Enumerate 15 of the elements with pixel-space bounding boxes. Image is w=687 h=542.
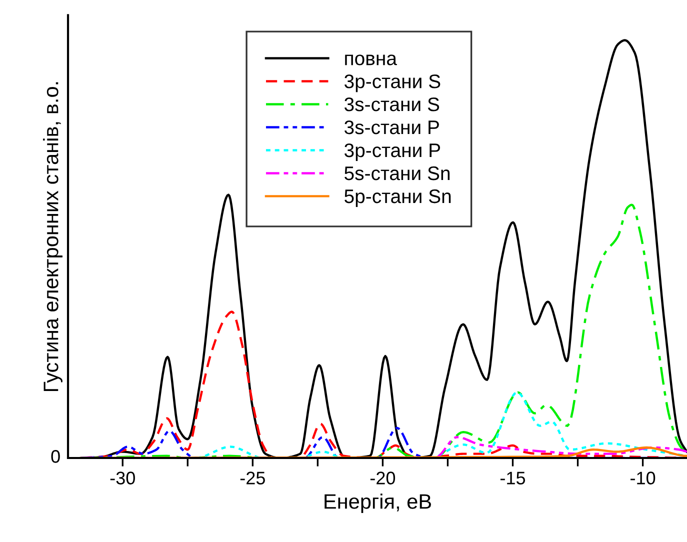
x-tick-label: -10	[630, 472, 656, 484]
x-axis-title: Енергія, еВ	[324, 494, 431, 513]
x-tick-label: -20	[370, 472, 396, 484]
legend-label: повна	[345, 54, 397, 66]
legend-label: 3p-стани P	[344, 143, 440, 162]
legend-label: 5p-стани Sn	[344, 189, 451, 208]
y-axis-title: Густина електронних станів, в.о.	[43, 82, 62, 392]
legend-label: 3s-стани P	[344, 120, 439, 134]
legend-label: 3p-стани S	[344, 74, 440, 92]
x-tick-label: -25	[240, 472, 265, 484]
x-tick-label: -30	[110, 472, 135, 484]
legend-label: 5s-стани Sn	[344, 166, 450, 180]
x-tick-label: -15	[500, 472, 526, 484]
text: 0	[51, 450, 60, 463]
legend-label: 3s-стани S	[344, 97, 440, 112]
